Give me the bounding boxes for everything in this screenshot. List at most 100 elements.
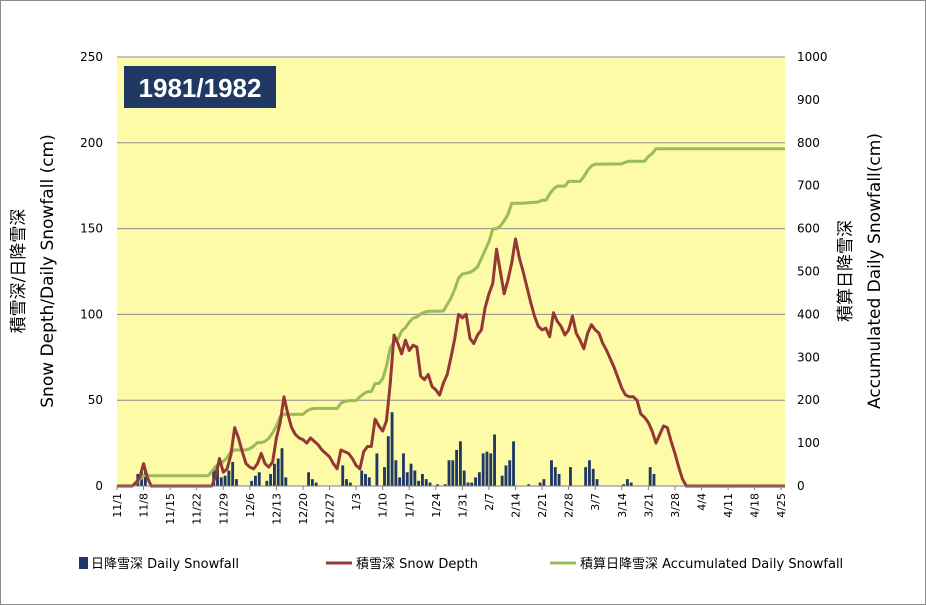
x-tick-label: 1/31: [456, 493, 469, 518]
right-tick-label: 100: [797, 436, 820, 450]
snowfall-bar: [538, 482, 542, 486]
x-tick-label: 12/27: [324, 493, 337, 525]
right-axis-ticks: 0 100 200 300 400 500 600 700 800 900 1000: [797, 50, 828, 493]
snowfall-bar: [360, 470, 364, 486]
left-tick-label: 50: [88, 393, 103, 407]
snowfall-bar: [455, 449, 459, 486]
snowfall-bar: [477, 472, 481, 486]
snowfall-bar: [527, 484, 531, 486]
legend-depth-label: 積雪深 Snow Depth: [356, 557, 478, 572]
snowfall-bar: [553, 467, 557, 486]
snowfall-bar: [436, 484, 440, 486]
snowfall-bar: [307, 472, 310, 486]
snowfall-bar: [394, 460, 398, 486]
legend-snowfall-swatch: [79, 557, 88, 569]
right-tick-label: 800: [797, 136, 820, 150]
right-tick-label: 900: [797, 93, 820, 107]
accumulated-snowfall-line: [117, 147, 785, 488]
snowfall-bar: [348, 482, 352, 486]
snowfall-bar: [405, 472, 409, 486]
daily-snowfall-bars: [136, 412, 656, 486]
x-tick-label: 11/29: [217, 493, 230, 525]
snowfall-bar: [143, 470, 147, 486]
right-tick-label: 600: [797, 222, 820, 236]
snowfall-bar: [542, 479, 546, 486]
snowfall-bar: [591, 468, 595, 486]
snowfall-bar: [390, 412, 394, 486]
snowfall-bar: [375, 453, 379, 486]
x-tick-label: 3/14: [616, 493, 629, 518]
snowfall-bar: [458, 441, 462, 486]
snowfall-bar: [493, 434, 496, 486]
x-tick-label: 3/21: [642, 493, 655, 518]
snowfall-bar: [443, 484, 447, 486]
snowfall-bar: [508, 460, 512, 486]
x-tick-label: 1/10: [377, 493, 390, 518]
snowfall-bar: [345, 479, 348, 486]
right-tick-label: 0: [797, 479, 805, 493]
snowfall-bar: [383, 467, 386, 486]
left-axis-label-en: Snow Depth/Daily Snowfall (cm): [38, 134, 58, 408]
plot-area: [117, 57, 785, 486]
snowfall-bar: [413, 470, 417, 486]
x-tick-label: 3/28: [669, 493, 682, 518]
snowfall-bar: [424, 479, 428, 486]
x-tick-label: 4/18: [749, 493, 762, 518]
snowfall-bar: [364, 473, 367, 486]
snowfall-bar: [250, 480, 254, 486]
snowfall-bar: [584, 467, 588, 486]
snow-depth-line: [117, 237, 785, 488]
legend-snowfall-label: 日降雪深 Daily Snowfall: [91, 557, 239, 572]
right-tick-label: 200: [797, 393, 820, 407]
x-tick-label: 2/28: [563, 493, 576, 518]
x-tick-label: 12/20: [297, 493, 310, 525]
legend-accum-label: 積算日降雪深 Accumulated Daily Snowfall: [580, 557, 843, 572]
snowfall-bar: [550, 460, 553, 486]
snowfall-bar: [314, 482, 318, 486]
left-tick-label: 200: [80, 136, 103, 150]
snowfall-bar: [272, 463, 276, 486]
snowfall-bar: [588, 460, 591, 486]
snowfall-bar: [500, 475, 504, 486]
x-tick-label: 1/24: [430, 493, 443, 518]
x-tick-label: 12/6: [244, 493, 257, 518]
x-tick-label: 11/15: [164, 493, 177, 525]
snowfall-bar: [557, 473, 561, 486]
snowfall-bar: [489, 453, 493, 486]
snowfall-bar: [451, 460, 455, 486]
right-tick-label: 400: [797, 307, 820, 321]
snowfall-bar: [447, 460, 451, 486]
snowfall-bar: [367, 477, 371, 486]
snowfall-bar: [481, 453, 485, 486]
snowfall-bar: [466, 482, 470, 486]
snowfall-bar: [402, 453, 405, 486]
left-axis-label-ja: 積雪深/日降雪深: [9, 209, 29, 334]
snowfall-bar: [227, 470, 231, 486]
snowfall-bar: [462, 470, 466, 486]
snowfall-bar: [223, 475, 227, 486]
snowfall-bar: [595, 479, 599, 486]
snowfall-bar: [398, 477, 402, 486]
x-tick-label: 4/25: [775, 493, 788, 518]
left-tick-label: 250: [80, 50, 103, 64]
snowfall-bar: [428, 482, 432, 486]
x-tick-label: 11/8: [138, 493, 151, 518]
snowfall-bar: [269, 473, 273, 486]
legend: 日降雪深 Daily Snowfall 積雪深 Snow Depth 積算日降雪…: [79, 557, 843, 572]
left-tick-label: 150: [80, 222, 103, 236]
right-tick-label: 700: [797, 179, 820, 193]
x-tick-label: 12/13: [270, 493, 283, 525]
x-tick-label: 2/14: [510, 493, 523, 518]
snowfall-bar: [421, 473, 424, 486]
right-axis-label-ja: 積算日降雪深: [836, 220, 856, 322]
snowfall-bar: [622, 484, 626, 486]
snowfall-bar: [280, 448, 284, 486]
snowfall-bar: [219, 477, 223, 486]
snowfall-bar: [504, 465, 508, 486]
snowfall-bar: [470, 482, 474, 486]
right-axis-label-en: Accumulated Daily Snowfall(cm): [865, 133, 885, 409]
left-tick-label: 0: [95, 479, 103, 493]
snowfall-bar: [231, 461, 235, 486]
snowfall-bar: [569, 467, 572, 486]
